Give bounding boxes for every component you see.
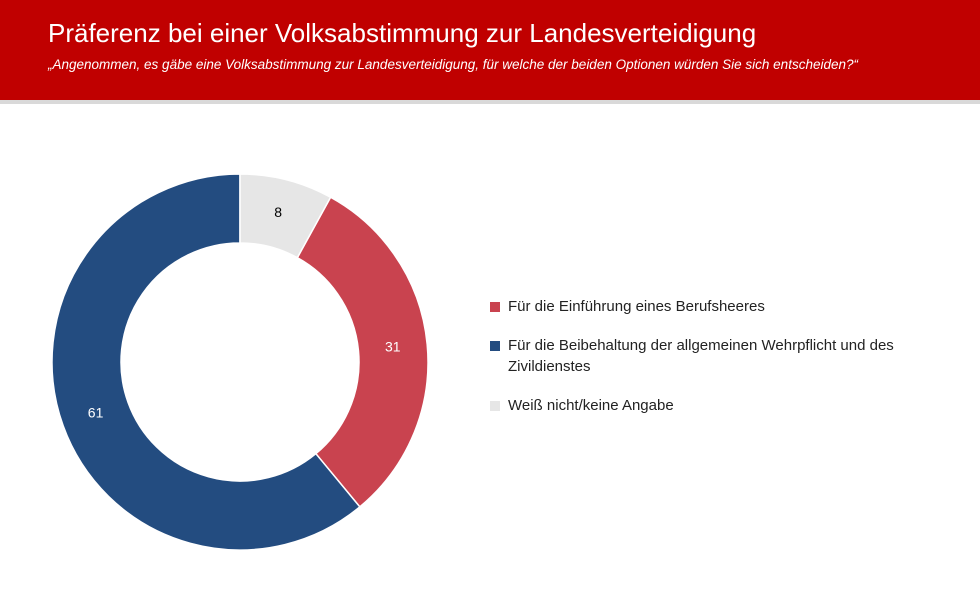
legend-swatch — [490, 302, 500, 312]
header: Präferenz bei einer Volksabstimmung zur … — [0, 0, 980, 104]
chart-title: Präferenz bei einer Volksabstimmung zur … — [48, 18, 757, 48]
legend-item: Für die Einführung eines Berufsheeres — [490, 296, 910, 317]
donut-slice — [239, 173, 332, 259]
donut-slice — [51, 173, 361, 551]
legend: Für die Einführung eines Berufsheeres Für… — [490, 296, 910, 434]
legend-swatch — [490, 401, 500, 411]
legend-label: Für die Einführung eines Berufsheeres — [508, 298, 765, 315]
legend-label: Weiß nicht/keine Angabe — [508, 397, 674, 414]
chart-subtitle: „Angenommen, es gäbe eine Volksabstimmun… — [48, 57, 858, 72]
legend-label: Für die Beibehaltung der allgemeinen Weh… — [508, 337, 894, 375]
data-label: 8 — [274, 204, 282, 220]
donut-slice — [296, 196, 429, 508]
legend-item: Weiß nicht/keine Angabe — [490, 395, 910, 416]
data-label: 31 — [385, 338, 401, 354]
legend-item: Für die Beibehaltung der allgemeinen Weh… — [490, 335, 910, 377]
data-label: 61 — [88, 405, 104, 421]
legend-swatch — [490, 341, 500, 351]
